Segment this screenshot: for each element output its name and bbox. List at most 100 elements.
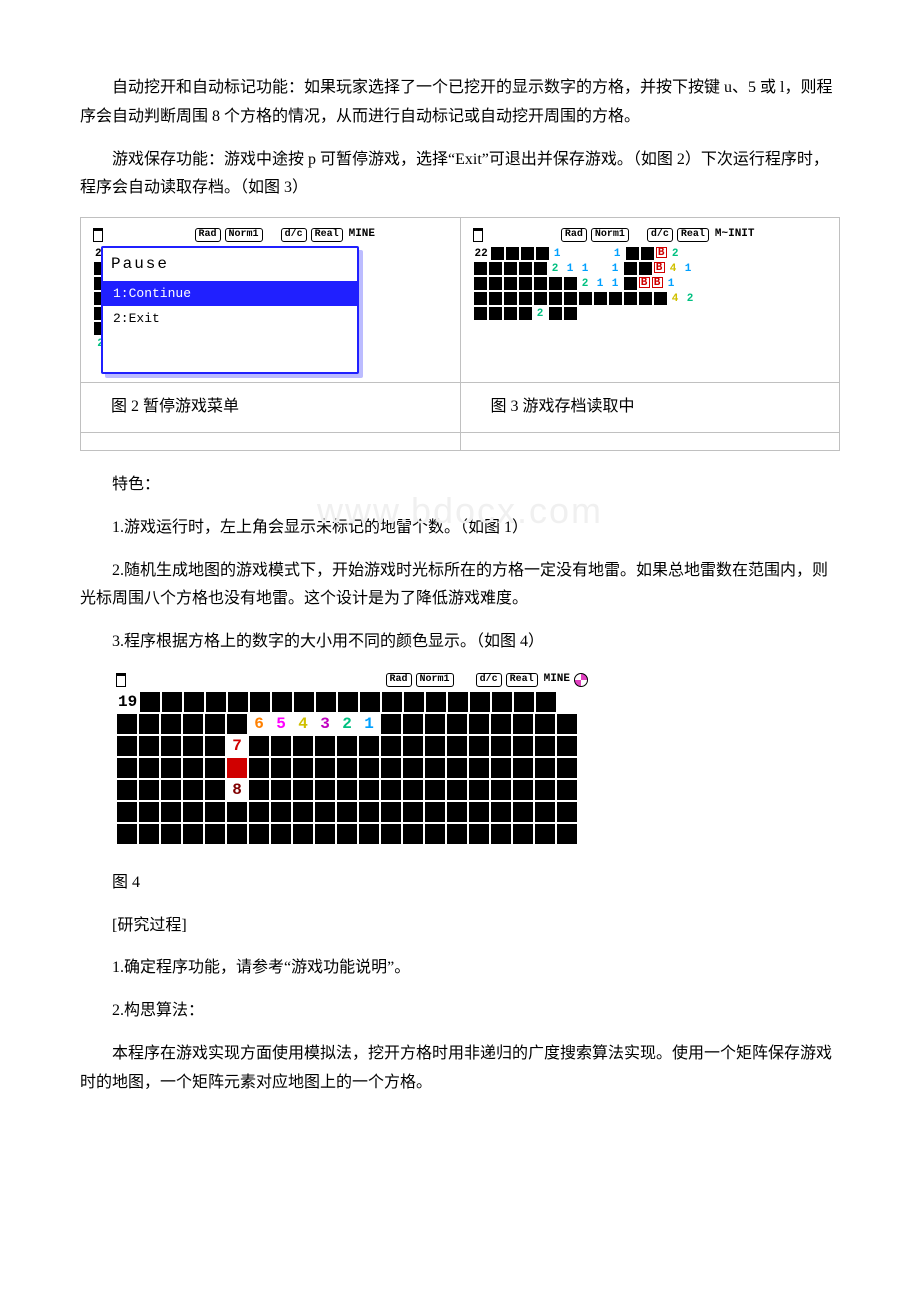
mine-cell[interactable] — [315, 780, 335, 800]
mine-cell[interactable] — [535, 758, 555, 778]
mine-cell[interactable] — [549, 292, 562, 305]
mine-cell[interactable] — [117, 714, 137, 734]
mine-cell[interactable] — [162, 692, 182, 712]
mine-cell[interactable] — [249, 736, 269, 756]
mine-cell[interactable] — [425, 780, 445, 800]
mine-cell[interactable] — [183, 736, 203, 756]
mine-cell[interactable]: 1 — [609, 262, 622, 275]
mine-cell[interactable]: 1 — [682, 262, 695, 275]
mine-cell[interactable] — [403, 802, 423, 822]
mine-cell[interactable] — [425, 758, 445, 778]
mine-cell[interactable] — [293, 736, 313, 756]
mine-cell[interactable] — [293, 802, 313, 822]
mine-cell[interactable] — [184, 692, 204, 712]
mine-cell[interactable] — [271, 780, 291, 800]
mine-cell[interactable] — [513, 780, 533, 800]
mine-cell[interactable] — [183, 802, 203, 822]
mine-cell[interactable] — [447, 802, 467, 822]
mine-cell[interactable] — [403, 780, 423, 800]
mine-cell[interactable] — [117, 824, 137, 844]
mine-cell[interactable] — [491, 802, 511, 822]
mine-cell[interactable] — [492, 692, 512, 712]
popup-option-exit[interactable]: 2:Exit — [103, 306, 357, 331]
mine-cell[interactable] — [227, 758, 247, 778]
mine-cell[interactable] — [227, 802, 247, 822]
mine-cell[interactable]: B — [652, 277, 663, 288]
mine-cell[interactable] — [161, 802, 181, 822]
mine-cell[interactable] — [359, 780, 379, 800]
mine-cell[interactable] — [504, 277, 517, 290]
mine-cell[interactable] — [271, 824, 291, 844]
mine-cell[interactable] — [293, 824, 313, 844]
mine-cell[interactable] — [227, 714, 247, 734]
mine-cell[interactable] — [470, 692, 490, 712]
mine-cell[interactable] — [249, 824, 269, 844]
mine-cell[interactable] — [403, 736, 423, 756]
mine-cell[interactable] — [596, 247, 609, 260]
mine-cell[interactable] — [535, 714, 555, 734]
mine-cell[interactable] — [534, 277, 547, 290]
mine-cell[interactable] — [205, 802, 225, 822]
mine-cell[interactable] — [506, 247, 519, 260]
mine-cell[interactable]: 8 — [227, 780, 247, 800]
mine-cell[interactable] — [249, 802, 269, 822]
mine-cell[interactable]: 7 — [227, 736, 247, 756]
mine-cell[interactable] — [491, 780, 511, 800]
mine-cell[interactable] — [337, 780, 357, 800]
mine-cell[interactable]: 1 — [611, 247, 624, 260]
mine-cell[interactable] — [469, 824, 489, 844]
mine-cell[interactable] — [557, 802, 577, 822]
mine-cell[interactable] — [337, 736, 357, 756]
mine-cell[interactable] — [403, 758, 423, 778]
mine-cell[interactable]: 1 — [579, 262, 592, 275]
mine-cell[interactable] — [521, 247, 534, 260]
mine-cell[interactable] — [489, 292, 502, 305]
mine-cell[interactable] — [469, 714, 489, 734]
mine-cell[interactable] — [139, 714, 159, 734]
mine-cell[interactable] — [469, 780, 489, 800]
mine-cell[interactable]: 2 — [579, 277, 592, 290]
mine-cell[interactable] — [161, 824, 181, 844]
mine-cell[interactable] — [205, 736, 225, 756]
mine-cell[interactable] — [228, 692, 248, 712]
mine-cell[interactable]: B — [654, 262, 665, 273]
mine-cell[interactable] — [491, 824, 511, 844]
mine-cell[interactable] — [271, 758, 291, 778]
mine-cell[interactable] — [139, 802, 159, 822]
mine-cell[interactable] — [117, 802, 137, 822]
mine-cell[interactable]: B — [639, 277, 650, 288]
mine-cell[interactable] — [504, 307, 517, 320]
popup-option-continue[interactable]: 1:Continue — [103, 281, 357, 306]
mine-cell[interactable] — [315, 758, 335, 778]
mine-cell[interactable]: 2 — [534, 307, 547, 320]
mine-cell[interactable]: 5 — [271, 714, 291, 734]
mine-cell[interactable] — [447, 824, 467, 844]
mine-cell[interactable] — [581, 247, 594, 260]
mine-cell[interactable] — [360, 692, 380, 712]
mine-cell[interactable] — [513, 802, 533, 822]
mine-cell[interactable] — [513, 758, 533, 778]
mine-cell[interactable] — [294, 692, 314, 712]
mine-cell[interactable] — [426, 692, 446, 712]
mine-cell[interactable] — [249, 758, 269, 778]
mine-cell[interactable] — [491, 736, 511, 756]
mine-cell[interactable] — [271, 802, 291, 822]
mine-cell[interactable] — [557, 824, 577, 844]
mine-cell[interactable]: 1 — [359, 714, 379, 734]
mine-cell[interactable] — [425, 802, 445, 822]
mine-cell[interactable]: 1 — [594, 277, 607, 290]
mine-cell[interactable] — [535, 736, 555, 756]
mine-cell[interactable] — [564, 307, 577, 320]
mine-cell[interactable] — [425, 824, 445, 844]
mine-cell[interactable] — [489, 277, 502, 290]
mine-cell[interactable] — [139, 780, 159, 800]
mine-cell[interactable] — [382, 692, 402, 712]
mine-cell[interactable] — [557, 714, 577, 734]
mine-cell[interactable] — [139, 824, 159, 844]
mine-cell[interactable] — [448, 692, 468, 712]
mine-cell[interactable] — [513, 736, 533, 756]
mine-cell[interactable] — [359, 802, 379, 822]
mine-cell[interactable] — [315, 824, 335, 844]
mine-cell[interactable] — [624, 277, 637, 290]
mine-cell[interactable] — [535, 802, 555, 822]
